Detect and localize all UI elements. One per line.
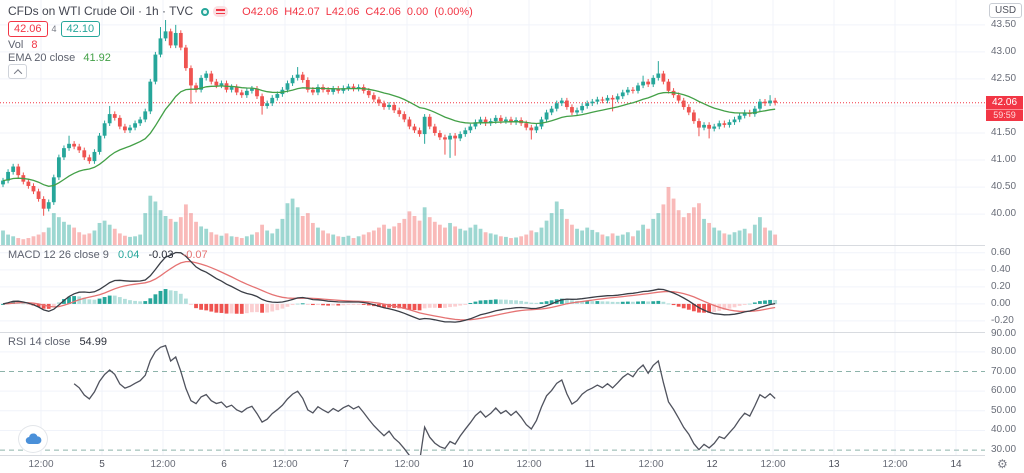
volume-value: 8 [31, 39, 38, 51]
last-price-value: 42.06 [986, 96, 1023, 109]
time-tick-label: 12:00 [150, 459, 176, 470]
collapse-legend-button[interactable] [8, 64, 27, 79]
volume-legend[interactable]: Vol 8 [8, 39, 38, 51]
ema-legend[interactable]: EMA 20 close 41.92 [8, 52, 111, 64]
macd-signal-line [2, 260, 776, 321]
rsi-tick-label: 30.00 [991, 444, 1017, 456]
rsi-tick-label: 90.00 [991, 328, 1017, 339]
candles [1, 20, 778, 216]
price-tick-label: 41.00 [991, 154, 1017, 166]
time-tick-label: 14 [950, 459, 962, 470]
ask-price-button[interactable]: 42.10 [60, 21, 101, 37]
bar-countdown: 59:59 [986, 109, 1023, 121]
price-tick-label: 41.50 [991, 127, 1017, 138]
price-axis[interactable]: USD 42.06 59:59 43.50 43.00 42.50 41.50 41.0… [985, 0, 1024, 473]
rsi-tick-label: 50.00 [991, 404, 1017, 416]
macd-signal-value: -0.07 [182, 249, 208, 261]
time-axis[interactable]: ⚙ 12:00 5 12:00 6 12:00 7 12:00 10 12:00 11 12:00 1… [0, 456, 1024, 473]
volume-bars [1, 187, 778, 245]
cloud-button[interactable] [18, 425, 48, 453]
last-price-badge: 42.06 59:59 [986, 96, 1023, 121]
time-tick-label: 12:00 [638, 459, 664, 470]
symbol-title[interactable]: CFDs on WTI Crude Oil · 1h · TVC [8, 4, 194, 18]
price-tick-label: 40.00 [991, 208, 1017, 220]
price-tick-label: 43.00 [991, 45, 1017, 57]
rsi-line [73, 344, 776, 455]
macd-tick-label: 0.40 [991, 263, 1011, 275]
time-tick-label: 12 [706, 459, 718, 470]
time-tick-label: 6 [221, 459, 227, 470]
time-tick-label: 5 [99, 459, 105, 470]
ema-line [2, 85, 776, 187]
time-tick-label: 11 [584, 459, 596, 470]
pane-separator[interactable] [0, 332, 1024, 333]
spread-value: 4 [51, 24, 57, 34]
macd-line [2, 251, 776, 323]
price-tick-label: 42.50 [991, 72, 1017, 84]
gear-icon[interactable]: ⚙ [997, 457, 1008, 471]
time-tick-label: 12:00 [516, 459, 542, 470]
price-tick-label: 43.50 [991, 18, 1017, 30]
legend-menu-icon[interactable] [213, 6, 229, 18]
currency-button[interactable]: USD [989, 3, 1023, 18]
macd-hist-value: 0.04 [117, 249, 140, 261]
macd-tick-label: 0.00 [991, 297, 1011, 309]
bid-price-button[interactable]: 42.06 [8, 21, 48, 37]
time-tick-label: 7 [343, 459, 349, 470]
time-tick-label: 12:00 [272, 459, 298, 470]
gridlines [0, 0, 985, 455]
rsi-tick-label: 70.00 [991, 365, 1017, 377]
chart-canvas[interactable] [0, 0, 985, 455]
time-tick-label: 12:00 [882, 459, 908, 470]
rsi-legend[interactable]: RSI 14 close 54.99 [8, 336, 107, 348]
rsi-value: 54.99 [79, 336, 107, 348]
symbol-legend: CFDs on WTI Crude Oil · 1h · TVC O42.06 H4… [8, 4, 479, 18]
source-dot-icon[interactable] [201, 7, 210, 16]
time-tick-label: 10 [462, 459, 474, 470]
cloud-icon [25, 433, 41, 445]
macd-tick-label: 0.60 [991, 246, 1011, 258]
macd-tick-label: 0.20 [991, 280, 1011, 292]
ema-value: 41.92 [83, 52, 111, 64]
rsi-tick-label: 60.00 [991, 385, 1017, 397]
pane-separator[interactable] [0, 245, 1024, 246]
chevron-up-icon [13, 68, 22, 78]
price-tick-label: 40.50 [991, 181, 1017, 193]
time-tick-label: 12:00 [394, 459, 420, 470]
bid-ask-row: 42.06 4 42.10 [8, 21, 101, 37]
time-tick-label: 12:00 [28, 459, 54, 470]
macd-line-value: -0.03 [148, 249, 174, 261]
time-tick-label: 13 [828, 459, 840, 470]
rsi-tick-label: 80.00 [991, 345, 1017, 357]
time-axis-separator [0, 455, 1024, 456]
macd-legend[interactable]: MACD 12 26 close 9 0.04 -0.03 -0.07 [8, 249, 208, 261]
rsi-tick-label: 40.00 [991, 424, 1017, 436]
macd-histogram [1, 289, 778, 314]
macd-tick-label: -0.20 [991, 314, 1014, 326]
time-tick-label: 12:00 [760, 459, 786, 470]
ohlc-values: O42.06 H42.07 L42.06 C42.06 0.00 (0.00%) [242, 6, 473, 18]
